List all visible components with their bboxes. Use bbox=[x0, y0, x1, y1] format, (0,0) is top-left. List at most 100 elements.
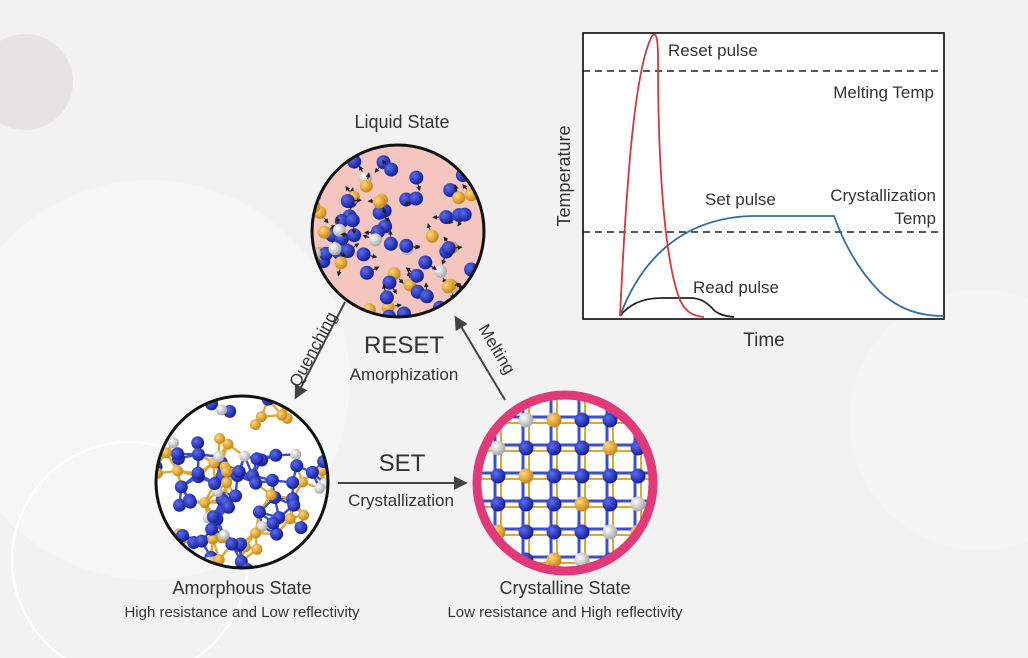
atom-motion-arrow bbox=[340, 252, 347, 258]
liquid-atom bbox=[409, 191, 423, 206]
amorphous-atom bbox=[206, 510, 220, 524]
set-title: SET bbox=[379, 450, 426, 477]
amorphous-atom bbox=[216, 404, 227, 416]
lattice-atom bbox=[659, 581, 674, 596]
atom-motion-arrow bbox=[394, 303, 402, 308]
amorphous-atom bbox=[249, 419, 261, 431]
lattice-atom bbox=[659, 553, 674, 568]
lattice-atom bbox=[631, 581, 646, 596]
liquid-atom bbox=[317, 225, 331, 239]
amorphous-atom bbox=[270, 527, 284, 541]
amorphous-atom bbox=[225, 537, 239, 551]
atom-motion-arrow bbox=[358, 313, 365, 317]
reset-pulse-curve bbox=[619, 33, 705, 318]
atom-motion-arrow bbox=[336, 269, 342, 277]
lattice-atom bbox=[574, 552, 590, 568]
lattice-atom bbox=[518, 412, 534, 428]
amorphous-atom bbox=[167, 437, 179, 449]
atom-motion-arrow bbox=[413, 244, 421, 250]
lattice-atom bbox=[490, 496, 506, 512]
reset-pulse-label: Reset pulse bbox=[668, 41, 758, 60]
atom-motion-arrow bbox=[353, 243, 360, 248]
melting-label: Melting bbox=[474, 321, 519, 378]
liquid-state-circle bbox=[310, 143, 486, 319]
atom-motion-arrow bbox=[454, 282, 462, 288]
liquid-atom bbox=[372, 195, 386, 209]
liquid-atom bbox=[383, 236, 398, 251]
amorphous-atom bbox=[171, 447, 184, 461]
lattice-atom bbox=[602, 468, 618, 484]
liquid-atom bbox=[345, 213, 360, 228]
liquid-atom bbox=[457, 207, 472, 222]
amorphous-atom bbox=[249, 476, 263, 490]
lattice-atom bbox=[630, 552, 646, 568]
amorphous-atom bbox=[290, 448, 302, 460]
atom-motion-arrow bbox=[406, 270, 412, 278]
amorphous-atom bbox=[221, 466, 232, 477]
liquid-atom bbox=[384, 162, 399, 177]
amorphous-atom bbox=[213, 451, 225, 462]
amorphous-atom bbox=[265, 489, 277, 501]
amorphous-atom bbox=[265, 473, 279, 487]
lattice-atom bbox=[659, 497, 674, 512]
amorphous-atoms bbox=[156, 396, 328, 568]
set-pulse-curve bbox=[619, 215, 945, 317]
atom-motion-arrow bbox=[374, 167, 380, 173]
crystallization-temp-label-line1: Crystallization bbox=[830, 186, 936, 205]
set-subtitle: Crystallization bbox=[348, 491, 454, 510]
atom-motion-arrow bbox=[381, 207, 387, 215]
liquid-atom bbox=[409, 170, 424, 185]
atom-motion-arrow bbox=[477, 271, 484, 276]
liquid-atom bbox=[347, 228, 362, 243]
liquid-atom bbox=[434, 264, 448, 278]
lattice-atom bbox=[546, 524, 562, 540]
lattice-atom bbox=[574, 496, 590, 512]
lattice-atom bbox=[602, 412, 618, 428]
liquid-atom bbox=[441, 280, 455, 294]
amorphous-atom bbox=[222, 500, 235, 514]
lattice-atom bbox=[574, 524, 590, 540]
amorphous-atom bbox=[305, 465, 319, 479]
lattice-atom bbox=[546, 496, 562, 512]
y-axis-label: Temperature bbox=[554, 125, 574, 226]
atom-motion-arrow bbox=[469, 169, 477, 175]
lattice-atom bbox=[546, 412, 562, 428]
lattice-atom bbox=[477, 552, 478, 568]
liquid-atom bbox=[409, 268, 424, 283]
crystalline-state-circle bbox=[472, 390, 674, 596]
liquid-atom bbox=[452, 191, 466, 205]
lattice-atom bbox=[490, 468, 506, 484]
chart-plot-frame bbox=[582, 32, 945, 320]
liquid-atom bbox=[418, 255, 433, 270]
amorphous-atom bbox=[213, 554, 225, 566]
amorphous-atom bbox=[232, 465, 246, 479]
lattice-atom bbox=[659, 413, 674, 428]
lattice-atom bbox=[477, 395, 478, 400]
amorphous-atom bbox=[284, 513, 296, 525]
amorphous-state-circle bbox=[154, 394, 330, 570]
atom-motion-arrow bbox=[448, 219, 455, 225]
atom-motion-arrow bbox=[351, 227, 357, 235]
amorphous-atom bbox=[255, 411, 267, 423]
liquid-atom bbox=[359, 265, 374, 280]
lattice-atom bbox=[490, 552, 506, 568]
amorphous-atom bbox=[266, 516, 280, 530]
amorphous-atom bbox=[208, 477, 222, 490]
atom-motion-arrow bbox=[441, 258, 446, 265]
atom-motion-arrow bbox=[345, 185, 351, 192]
amorphous-atom bbox=[221, 477, 233, 488]
liquid-atom bbox=[356, 247, 371, 262]
liquid-atom bbox=[441, 241, 456, 256]
amorphous-atom bbox=[239, 450, 251, 462]
melting-arrow bbox=[454, 315, 506, 401]
amorphous-atom bbox=[287, 498, 301, 512]
atom-motion-arrow bbox=[312, 254, 313, 257]
atom-motion-arrow bbox=[454, 184, 459, 192]
lattice-atom bbox=[518, 496, 534, 512]
lattice-atom bbox=[659, 441, 674, 456]
atom-motion-arrow bbox=[416, 184, 421, 192]
lattice-atom bbox=[602, 395, 618, 400]
atom-motion-arrow bbox=[405, 267, 412, 273]
reset-subtitle: Amorphization bbox=[350, 365, 459, 384]
